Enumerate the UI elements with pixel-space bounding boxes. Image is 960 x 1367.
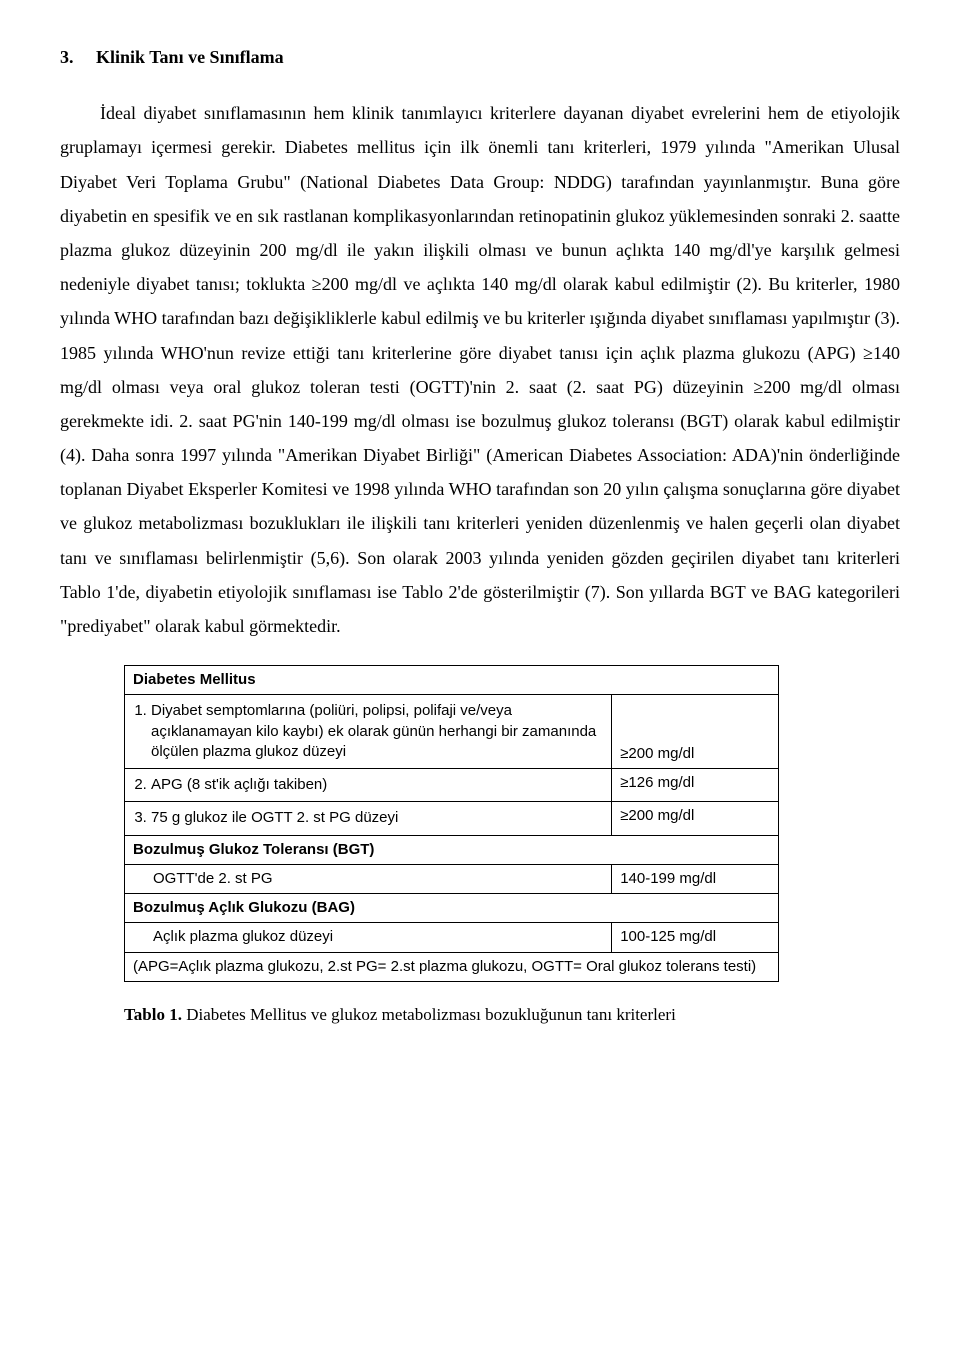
table-row: OGTT'de 2. st PG 140-199 mg/dl (125, 864, 779, 893)
criteria-cell: Diyabet semptomlarına (poliüri, polipsi,… (125, 695, 612, 769)
table-row: Açlık plazma glukoz düzeyi 100-125 mg/dl (125, 923, 779, 952)
table-row: Diyabet semptomlarına (poliüri, polipsi,… (125, 695, 779, 769)
table-subheader: Bozulmuş Glukoz Toleransı (BGT) (125, 835, 779, 864)
list-item: Diyabet semptomlarına (poliüri, polipsi,… (151, 701, 603, 762)
body-paragraph: İdeal diyabet sınıflamasının hem klinik … (60, 96, 900, 643)
table-footer: (APG=Açlık plazma glukozu, 2.st PG= 2.st… (125, 952, 779, 981)
table-row: Diabetes Mellitus (125, 666, 779, 695)
section-title: Klinik Tanı ve Sınıflama (96, 47, 284, 67)
criteria-cell: 75 g glukoz ile OGTT 2. st PG düzeyi (125, 802, 612, 835)
table-row: Bozulmuş Açlık Glukozu (BAG) (125, 894, 779, 923)
table-header: Diabetes Mellitus (125, 666, 779, 695)
table-caption: Tablo 1. Diabetes Mellitus ve glukoz met… (124, 999, 900, 1031)
criteria-cell: APG (8 st'ik açlığı takiben) (125, 769, 612, 802)
value-cell: 140-199 mg/dl (612, 864, 779, 893)
value-cell: ≥126 mg/dl (612, 769, 779, 802)
criteria-cell: OGTT'de 2. st PG (125, 864, 612, 893)
caption-text: Diabetes Mellitus ve glukoz metabolizmas… (182, 1005, 676, 1024)
section-number: 3. (60, 47, 74, 67)
table-row: (APG=Açlık plazma glukozu, 2.st PG= 2.st… (125, 952, 779, 981)
criteria-table: Diabetes Mellitus Diyabet semptomlarına … (124, 665, 779, 982)
value-cell: ≥200 mg/dl (612, 802, 779, 835)
table-row: APG (8 st'ik açlığı takiben) ≥126 mg/dl (125, 769, 779, 802)
value-cell: 100-125 mg/dl (612, 923, 779, 952)
value-cell: ≥200 mg/dl (612, 695, 779, 769)
section-heading-paragraph: 3. Klinik Tanı ve Sınıflama (60, 40, 900, 74)
table-row: 75 g glukoz ile OGTT 2. st PG düzeyi ≥20… (125, 802, 779, 835)
table-row: Bozulmuş Glukoz Toleransı (BGT) (125, 835, 779, 864)
criteria-cell: Açlık plazma glukoz düzeyi (125, 923, 612, 952)
table-subheader: Bozulmuş Açlık Glukozu (BAG) (125, 894, 779, 923)
list-item: 75 g glukoz ile OGTT 2. st PG düzeyi (151, 808, 603, 828)
caption-label: Tablo 1. (124, 1005, 182, 1024)
list-item: APG (8 st'ik açlığı takiben) (151, 775, 603, 795)
